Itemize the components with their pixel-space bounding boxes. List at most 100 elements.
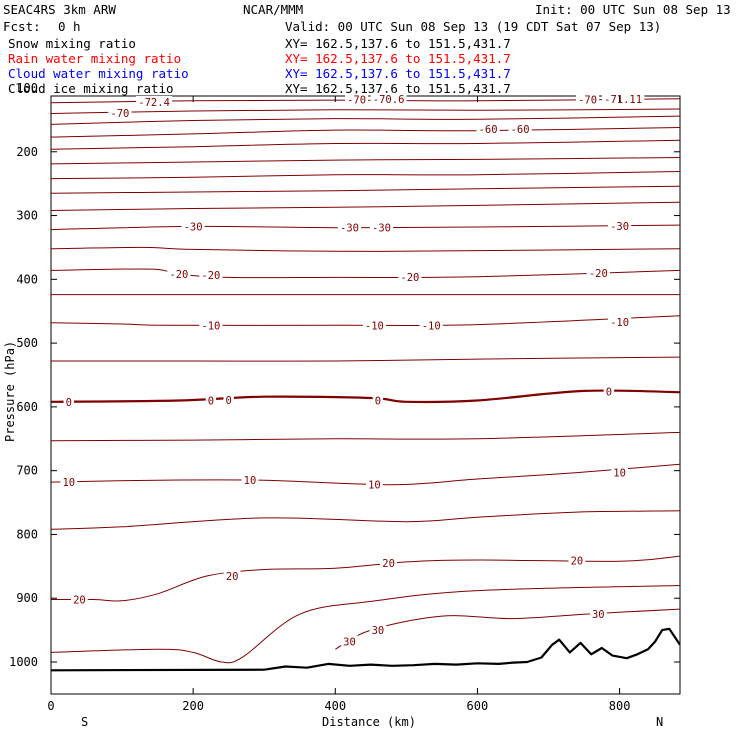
contour-line--35	[51, 201, 680, 211]
contour-line--60	[51, 127, 680, 138]
contour-label: -10	[422, 320, 441, 332]
contour-label-bg	[366, 478, 383, 491]
x-end-south: S	[81, 715, 88, 729]
contour-label-bg	[199, 319, 223, 332]
y-tick-label: 300	[16, 209, 38, 223]
y-tick-label: 500	[16, 336, 38, 350]
contour-label-bg	[419, 319, 443, 332]
contour-label-bg	[71, 593, 88, 606]
contour-label: 30	[372, 625, 385, 637]
field-xy-snow: XY= 162.5,137.6 to 151.5,431.7	[285, 36, 511, 51]
contour-label-bg	[601, 92, 645, 105]
contour-label-bg	[63, 395, 74, 408]
contour-label-bg	[380, 557, 397, 570]
contour-label: 0	[375, 396, 381, 408]
contour-label-bg	[241, 474, 259, 487]
contour-label-bg	[370, 92, 407, 105]
contour-label: -70	[347, 95, 366, 107]
y-tick-label: 200	[16, 145, 38, 159]
x-tick-label: 200	[182, 699, 204, 713]
contour-label-bg	[589, 608, 607, 621]
plot-frame	[50, 95, 681, 695]
contour-label: 20	[571, 556, 584, 568]
contour-line--25	[51, 246, 680, 252]
contour-label: -70	[578, 95, 597, 107]
contour-label-bg	[372, 394, 384, 407]
contour-label-bg	[199, 268, 223, 281]
contour-label: -10	[610, 317, 629, 329]
x-axis-ticks: 0 200 400 600 800	[47, 96, 630, 713]
init-time: Init: 00 UTC Sun 08 Sep 13	[535, 2, 731, 17]
contour-label-bg	[136, 96, 173, 108]
forecast-label: Fcst:	[3, 19, 41, 34]
contour-label: 20	[226, 571, 239, 583]
field-name-cloud-ice: Cloud ice mixing ratio	[8, 81, 174, 96]
y-tick-label: 800	[16, 527, 38, 541]
contour-label: -30	[340, 223, 359, 235]
contour-label: -10	[365, 320, 384, 332]
contour-label-bg	[568, 554, 586, 567]
y-tick-label: 1000	[9, 655, 38, 669]
contour-label-bg	[398, 270, 422, 283]
y-tick-label: 600	[16, 400, 38, 414]
contour-line-20	[51, 555, 680, 602]
contour-label-bg	[205, 394, 217, 407]
y-tick-label: 900	[16, 591, 38, 605]
contour-line--5	[51, 356, 680, 362]
contour-label-bg	[167, 268, 191, 281]
field-xy-rain: XY= 162.5,137.6 to 151.5,431.7	[285, 51, 511, 66]
field-xy-cloud-water: XY= 162.5,137.6 to 151.5,431.7	[285, 66, 511, 81]
y-tick-label: 400	[16, 272, 38, 286]
contour-label: -60	[479, 124, 498, 136]
contour-label-bg	[60, 476, 78, 489]
contour-label: 0	[226, 395, 232, 407]
x-tick-label: 800	[609, 699, 631, 713]
contour-lines	[51, 98, 680, 664]
contour-line--70	[51, 108, 680, 114]
x-tick-label: 400	[324, 699, 346, 713]
contour-label-bg	[223, 393, 234, 406]
contour-label-bg	[608, 316, 632, 329]
field-name-rain: Rain water mixing ratio	[8, 51, 181, 66]
contour-label-bg	[369, 221, 394, 234]
contour-line--50	[51, 157, 680, 165]
contour-line-5	[51, 431, 680, 442]
contour-line--20	[51, 268, 680, 279]
forecast-hour: 0 h	[58, 19, 81, 34]
contour-label: -20	[169, 269, 188, 281]
contour-label-bg	[108, 106, 132, 119]
contour-label: -70.6	[373, 94, 405, 106]
contour-label: 0	[606, 387, 612, 399]
x-end-north: N	[656, 715, 663, 729]
contour-label: 0	[208, 396, 214, 408]
contour-label-bg	[603, 385, 615, 398]
field-name-cloud-water: Cloud water mixing ratio	[8, 66, 189, 81]
x-tick-label: 0	[47, 699, 54, 713]
contour-label: 0	[66, 397, 72, 409]
y-axis-label: Pressure (hPa)	[3, 341, 17, 442]
contour-label-bg	[345, 93, 369, 106]
field-name-snow: Snow mixing ratio	[8, 36, 136, 51]
valid-time: Valid: 00 UTC Sun 08 Sep 13 (19 CDT Sat …	[285, 19, 661, 34]
contour-label: 30	[343, 637, 356, 649]
contour-label-bg	[369, 624, 387, 637]
contour-line--10	[51, 315, 680, 326]
terrain-line	[51, 627, 680, 672]
contour-label: -30	[372, 223, 391, 235]
contour-label-bg	[181, 220, 205, 233]
contour-label: 10	[62, 477, 75, 489]
contour-label-bg	[362, 319, 386, 332]
contour-label: -72.4	[138, 97, 170, 109]
x-tick-label: 600	[467, 699, 489, 713]
y-tick-label: 100	[16, 81, 38, 95]
contour-line--65	[51, 115, 680, 125]
contour-label: -71.11	[604, 94, 642, 106]
contour-line-10	[51, 463, 680, 486]
contour-line-15	[51, 510, 680, 530]
contour-line--45	[51, 171, 680, 180]
contour-label: 20	[382, 558, 395, 570]
contour-label-bg	[337, 221, 362, 234]
contour-label-bg	[341, 635, 358, 648]
